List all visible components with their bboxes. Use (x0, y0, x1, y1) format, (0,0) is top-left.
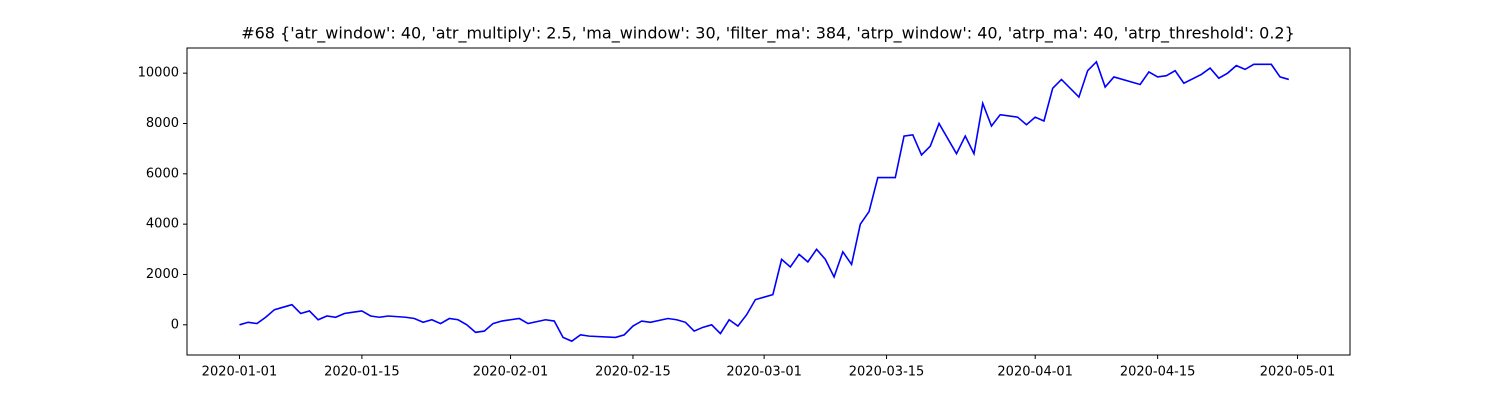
x-tick-label: 2020-05-01 (1260, 365, 1336, 380)
x-tick-label: 2020-04-01 (997, 365, 1073, 380)
x-tick-label: 2020-04-15 (1120, 365, 1196, 380)
x-tick-label: 2020-01-15 (324, 365, 400, 380)
y-tick-label: 6000 (146, 166, 179, 181)
axes-frame (186, 47, 1351, 356)
y-tick-label: 0 (171, 317, 179, 332)
x-tick-label: 2020-02-01 (473, 365, 549, 380)
x-tick-label: 2020-01-01 (202, 365, 278, 380)
x-tick-label: 2020-03-01 (726, 365, 802, 380)
y-tick-label: 4000 (146, 217, 179, 232)
y-tick-label: 10000 (138, 66, 179, 81)
chart-title: #68 {'atr_window': 40, 'atr_multiply': 2… (241, 24, 1295, 44)
y-tick-label: 8000 (146, 116, 179, 131)
x-tick-label: 2020-03-15 (849, 365, 925, 380)
y-tick-label: 2000 (146, 267, 179, 282)
x-tick-label: 2020-02-15 (595, 365, 671, 380)
line-series (239, 60, 1290, 343)
